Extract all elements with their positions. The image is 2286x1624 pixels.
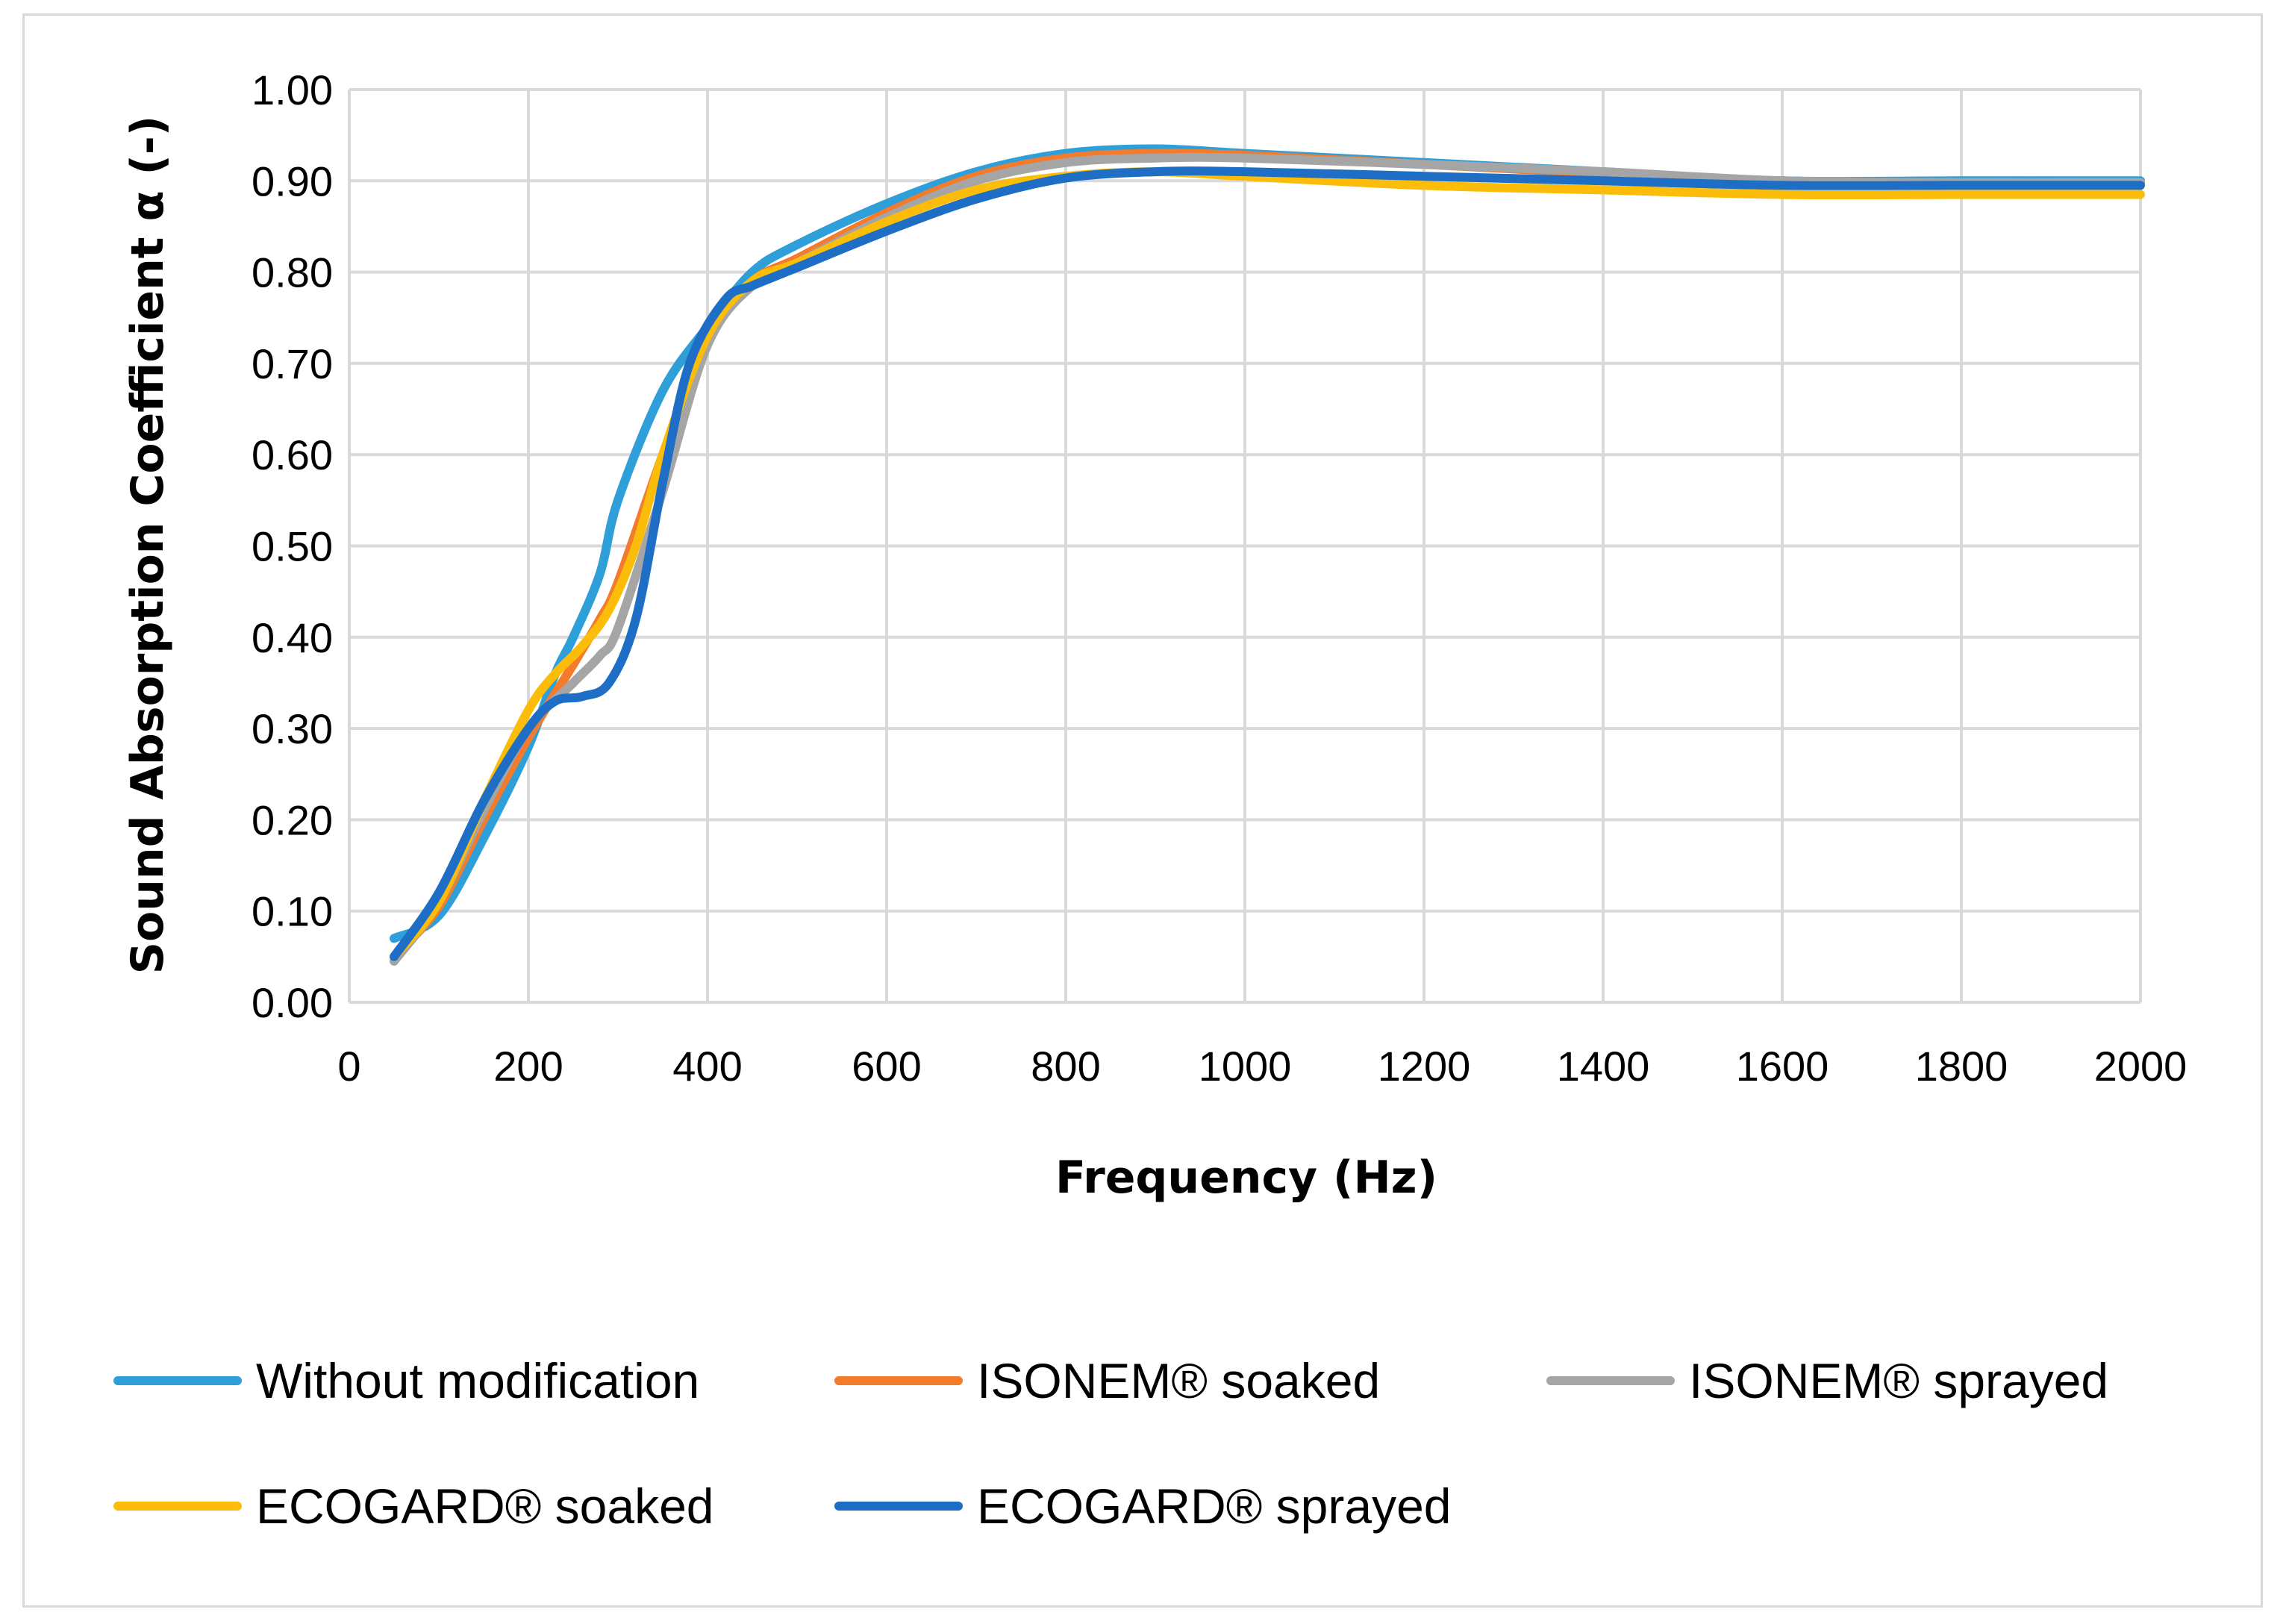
series-lines xyxy=(390,144,2145,966)
y-tick-label: 0.80 xyxy=(252,249,333,296)
y-tick-label: 0.40 xyxy=(252,614,333,661)
y-tick-label: 0.10 xyxy=(252,888,333,935)
legend-label-without-modification: Without modification xyxy=(256,1353,699,1408)
x-tick-label: 1600 xyxy=(1736,1043,1829,1090)
chart-frame xyxy=(22,13,2263,1608)
gridlines xyxy=(348,88,2142,1004)
x-tick-label: 400 xyxy=(672,1043,742,1090)
y-tick-label: 0.30 xyxy=(252,705,333,752)
series-line-ecogard-soaked xyxy=(390,167,2145,961)
x-tick-label: 800 xyxy=(1031,1043,1100,1090)
x-tick-label: 2000 xyxy=(2094,1043,2187,1090)
tick-labels: 0.00 0.10 0.20 0.30 0.40 0.50 0.60 0.70 0.80 0.90… xyxy=(252,66,2187,1090)
legend-label-ecogard-sprayed: ECOGARD® sprayed xyxy=(977,1478,1451,1534)
x-tick-label: 1000 xyxy=(1199,1043,1292,1090)
y-tick-label: 0.20 xyxy=(252,796,333,843)
x-tick-label: 1200 xyxy=(1378,1043,1471,1090)
y-tick-label: 0.50 xyxy=(252,523,333,570)
x-tick-label: 1800 xyxy=(1915,1043,2008,1090)
y-tick-label: 0.60 xyxy=(252,431,333,478)
x-axis-title: Frequency (Hz) xyxy=(1055,1152,1437,1204)
y-axis-title: Sound Absorption Coefficient α (-) xyxy=(122,116,174,974)
x-tick-label: 200 xyxy=(493,1043,563,1090)
x-tick-label: 1400 xyxy=(1557,1043,1650,1090)
series-line-ecogard-sprayed xyxy=(390,166,2145,961)
legend-label-ecogard-soaked: ECOGARD® soaked xyxy=(256,1478,714,1534)
legend-label-isonem-sprayed: ISONEM® sprayed xyxy=(1689,1353,2108,1408)
legend: Without modification ISONEM® soaked ISONEM… xyxy=(113,1353,2108,1534)
y-tick-label: 1.00 xyxy=(252,66,333,113)
y-tick-label: 0.90 xyxy=(252,157,333,204)
x-tick-label: 600 xyxy=(852,1043,921,1090)
legend-label-isonem-soaked: ISONEM® soaked xyxy=(977,1353,1380,1408)
series-line-isonem-soaked xyxy=(390,149,2145,961)
y-tick-label: 0.70 xyxy=(252,340,333,387)
series-line-isonem-sprayed xyxy=(390,152,2145,966)
x-tick-label: 0 xyxy=(337,1043,360,1090)
y-tick-label: 0.00 xyxy=(252,979,333,1026)
